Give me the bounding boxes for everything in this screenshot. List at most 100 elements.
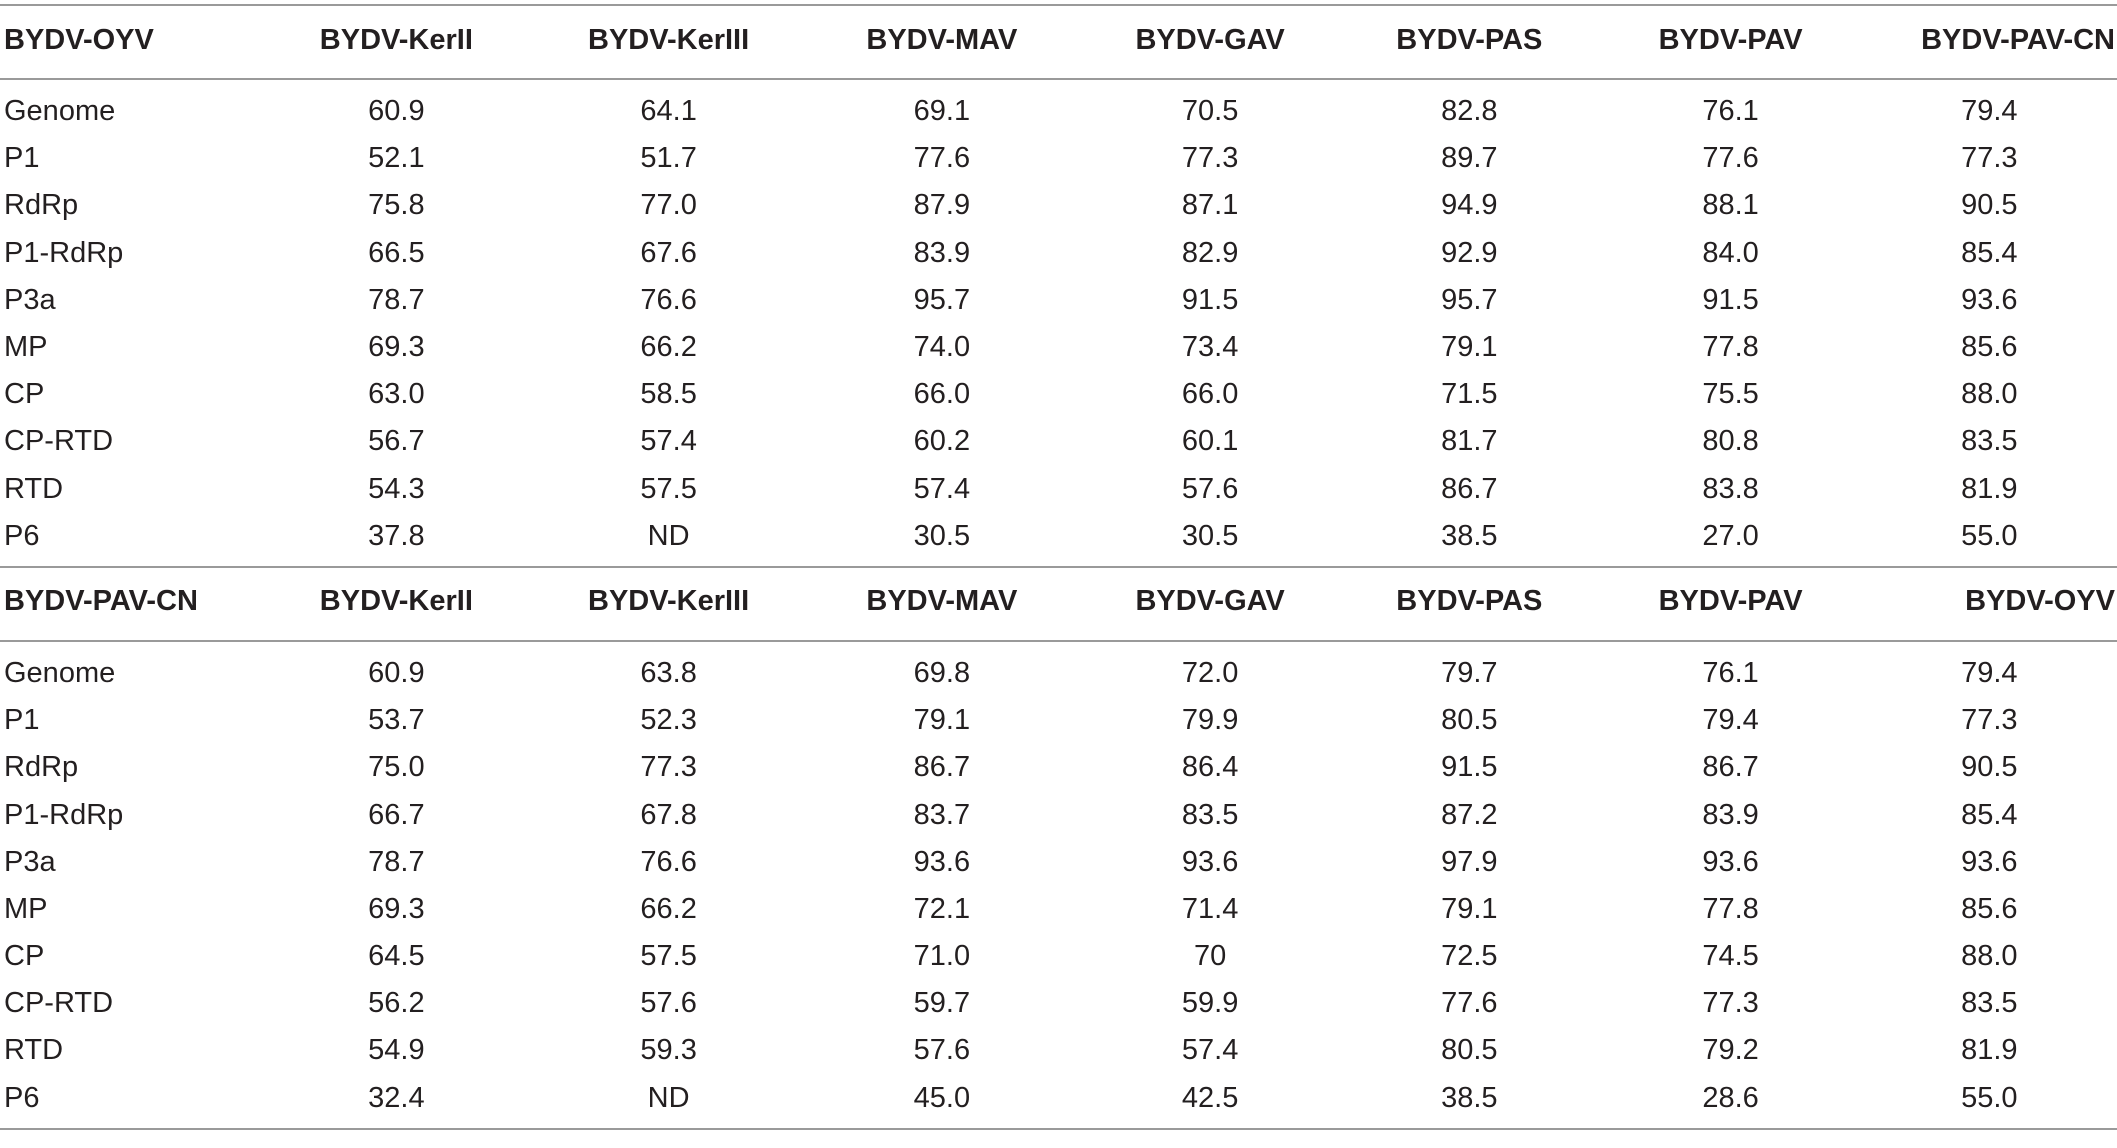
identity-value-cell: 85.4 — [1961, 236, 2018, 269]
identity-value-cell: 87.1 — [1181, 189, 1239, 222]
identity-value-cell: 81.9 — [1961, 1034, 2018, 1067]
identity-value-cell: 45.0 — [802, 1074, 1081, 1130]
section-header-row: BYDV-OYV BYDV-KerII BYDV-KerIII BYDV-MAV BYD… — [0, 4, 2117, 80]
identity-value-cell: 75.8 — [368, 189, 425, 222]
identity-value-cell: 89.7 — [1441, 142, 1498, 175]
identity-value-cell: 79.2 — [1702, 1034, 1759, 1067]
row-label: CP-RTD — [4, 425, 114, 458]
row-label: CP — [4, 378, 45, 411]
identity-value-cell: 83.5 — [1961, 425, 2018, 458]
identity-value-cell: 60.9 — [368, 656, 425, 689]
identity-value-cell: 79.9 — [1181, 704, 1239, 737]
identity-value-cell: 85.6 — [1961, 892, 2018, 925]
column-header: BYDV-KerII — [258, 4, 535, 80]
identity-value-cell: 86.7 — [913, 751, 971, 784]
identity-value-cell: 59.3 — [640, 1034, 697, 1067]
identity-value-cell: 52.3 — [640, 704, 697, 737]
identity-value-cell: 70.5 — [1181, 95, 1239, 128]
identity-value-cell: 72.1 — [913, 892, 971, 925]
row-label: P1-RdRp — [4, 236, 124, 269]
identity-value-cell: 59.9 — [1181, 987, 1239, 1020]
identity-value-cell: 38.5 — [1339, 512, 1600, 568]
identity-value-cell: 77.3 — [1961, 142, 2018, 175]
identity-value-cell: 74.5 — [1702, 940, 1759, 973]
identity-value-cell: 56.7 — [368, 425, 425, 458]
column-header: BYDV-KerII — [258, 565, 535, 642]
identity-value-cell: 95.7 — [913, 283, 971, 316]
identity-value-cell: 79.4 — [1702, 704, 1759, 737]
table-row: P1 52.1 51.7 77.6 77.3 89.7 77.6 77.3 — [0, 135, 2117, 182]
column-header: BYDV-PAS — [1339, 4, 1600, 80]
column-header: BYDV-OYV — [1861, 565, 2117, 642]
identity-value-cell: 71.0 — [913, 940, 971, 973]
identity-value-cell: ND — [534, 1074, 803, 1130]
row-label: MP — [4, 892, 48, 925]
table-row: P1 53.7 52.3 79.1 79.9 80.5 79.4 77.3 — [0, 697, 2117, 744]
identity-value-cell: 56.2 — [368, 987, 425, 1020]
identity-value-cell: 69.1 — [913, 95, 971, 128]
identity-value-cell: 59.7 — [913, 987, 971, 1020]
identity-value-cell: 88.0 — [1961, 378, 2018, 411]
identity-value-cell: 30.5 — [1080, 512, 1340, 568]
identity-value-cell: 79.1 — [913, 704, 971, 737]
table-body: BYDV-OYV BYDV-KerII BYDV-KerIII BYDV-MAV BYD… — [0, 4, 2117, 1130]
identity-value-cell: 82.8 — [1441, 95, 1498, 128]
identity-value-cell: 87.2 — [1441, 798, 1498, 831]
identity-value-cell: 63.0 — [368, 378, 425, 411]
identity-value-cell: 86.4 — [1181, 751, 1239, 784]
table-row: MP 69.3 66.2 74.0 73.4 79.1 77.8 85.6 — [0, 324, 2117, 371]
identity-value-cell: 79.1 — [1441, 892, 1498, 925]
identity-value-cell: 66.0 — [1181, 378, 1239, 411]
identity-value-cell: 77.3 — [1961, 704, 2018, 737]
identity-value-cell: 80.5 — [1441, 704, 1498, 737]
identity-value-cell: ND — [534, 512, 803, 568]
identity-value-cell: 69.3 — [368, 331, 425, 364]
identity-value-cell: 92.9 — [1441, 236, 1498, 269]
identity-value-cell: 77.3 — [1702, 987, 1759, 1020]
identity-value-cell: 76.6 — [640, 845, 697, 878]
column-header: BYDV-PAV-CN — [1861, 4, 2117, 80]
row-label: RTD — [4, 472, 64, 505]
identity-value-cell: 88.1 — [1702, 189, 1759, 222]
identity-value-cell: 81.9 — [1961, 472, 2018, 505]
identity-value-cell: 76.1 — [1702, 95, 1759, 128]
identity-value-cell: 57.4 — [640, 425, 697, 458]
reference-virus-header: BYDV-PAV-CN — [0, 565, 259, 642]
identity-value-cell: 94.9 — [1441, 189, 1498, 222]
row-label: P6 — [0, 512, 259, 568]
identity-value-cell: 64.5 — [368, 940, 425, 973]
identity-value-cell: 77.6 — [1702, 142, 1759, 175]
identity-value-cell: 84.0 — [1702, 236, 1759, 269]
column-header: BYDV-PAV — [1599, 565, 1862, 642]
column-header: BYDV-KerIII — [534, 4, 803, 80]
identity-value-cell: 93.6 — [1961, 845, 2018, 878]
identity-value-cell: 69.8 — [913, 656, 971, 689]
identity-value-cell: 32.4 — [258, 1074, 535, 1130]
row-label: RTD — [4, 1034, 64, 1067]
identity-value-cell: 93.6 — [1181, 845, 1239, 878]
identity-value-cell: 76.1 — [1702, 656, 1759, 689]
column-header: BYDV-PAV — [1599, 4, 1862, 80]
identity-value-cell: 30.5 — [802, 512, 1081, 568]
row-label: P3a — [4, 283, 56, 316]
identity-value-cell: 38.5 — [1339, 1074, 1600, 1130]
identity-value-cell: 66.7 — [368, 798, 425, 831]
table-row: P6 32.4 ND 45.0 42.5 38.5 28.6 55.0 — [0, 1074, 2117, 1130]
identity-value-cell: 77.3 — [1181, 142, 1239, 175]
identity-value-cell: 64.1 — [640, 95, 697, 128]
identity-value-cell: 87.9 — [913, 189, 971, 222]
identity-value-cell: 85.4 — [1961, 798, 2018, 831]
identity-value-cell: 77.8 — [1702, 892, 1759, 925]
identity-value-cell: 93.6 — [913, 845, 971, 878]
identity-value-cell: 42.5 — [1080, 1074, 1340, 1130]
identity-value-cell: 66.2 — [640, 331, 697, 364]
identity-value-cell: 91.5 — [1181, 283, 1239, 316]
identity-value-cell: 80.5 — [1441, 1034, 1498, 1067]
identity-value-cell: 83.8 — [1702, 472, 1759, 505]
table-row: MP 69.3 66.2 72.1 71.4 79.1 77.8 85.6 — [0, 886, 2117, 933]
identity-value-cell: 37.8 — [258, 512, 535, 568]
row-label: RdRp — [4, 189, 79, 222]
identity-value-cell: 77.8 — [1702, 331, 1759, 364]
identity-value-cell: 73.4 — [1181, 331, 1239, 364]
